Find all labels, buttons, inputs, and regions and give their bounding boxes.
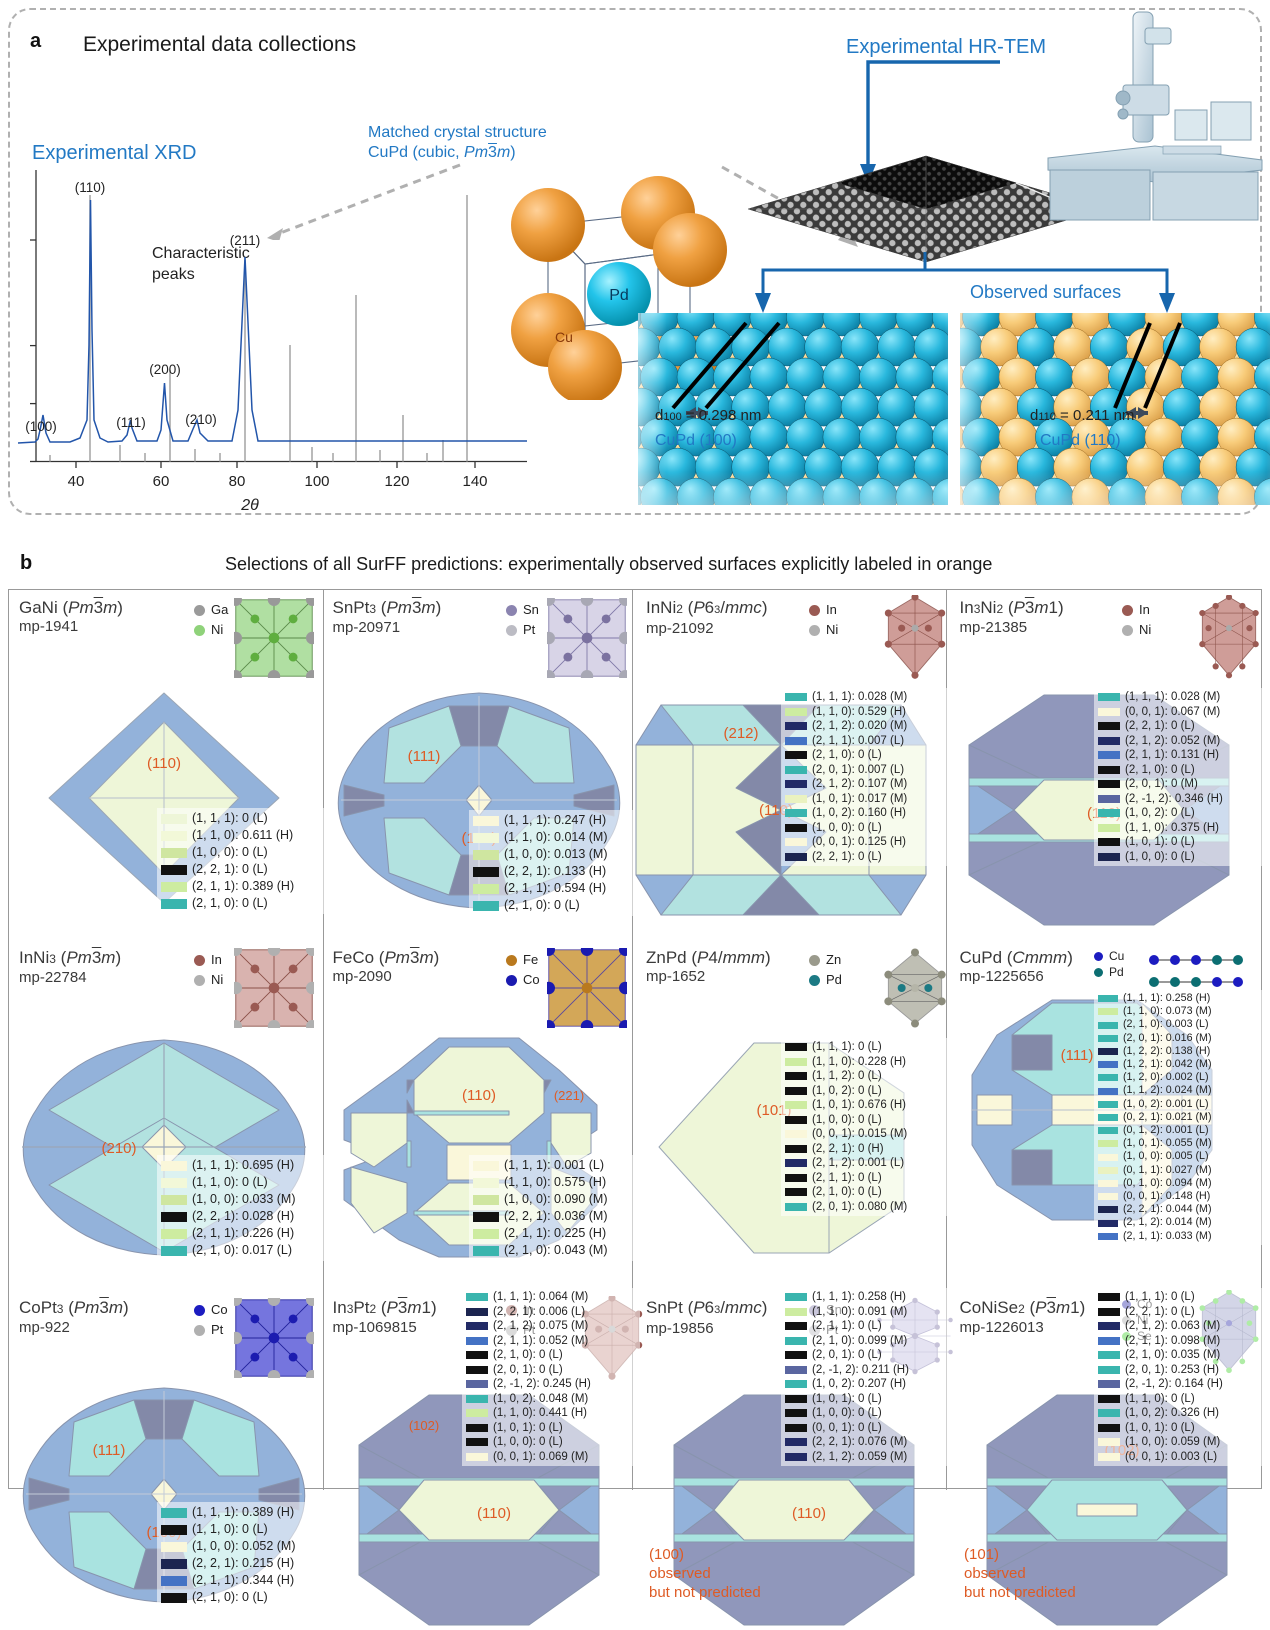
svg-text:(100): (100) [25,419,57,434]
svg-text:60: 60 [153,473,170,490]
svg-text:120: 120 [384,473,409,490]
svg-text:(111): (111) [93,1442,126,1459]
svg-text:Cu: Cu [555,329,573,345]
svg-text:(110): (110) [477,1505,511,1522]
svg-text:(110): (110) [462,1087,496,1104]
svg-text:(210): (210) [185,412,217,427]
svg-text:80: 80 [229,473,246,490]
svg-text:(110): (110) [792,1505,826,1522]
svg-text:140: 140 [462,473,487,490]
svg-text:(111): (111) [116,415,146,430]
svg-text:(110): (110) [147,755,181,772]
svg-text:(211): (211) [230,233,261,248]
svg-text:(111): (111) [408,748,441,765]
svg-text:(221): (221) [554,1088,584,1103]
svg-text:40: 40 [68,473,85,490]
svg-text:(111): (111) [1061,1047,1094,1064]
svg-text:100: 100 [304,473,329,490]
svg-text:Pd: Pd [609,287,629,304]
svg-text:(200): (200) [149,362,181,377]
svg-text:2θ: 2θ [240,497,259,514]
svg-text:(212): (212) [723,725,758,742]
svg-text:(110): (110) [75,180,106,195]
svg-text:(210): (210) [101,1140,136,1157]
svg-text:(102): (102) [409,1418,439,1433]
